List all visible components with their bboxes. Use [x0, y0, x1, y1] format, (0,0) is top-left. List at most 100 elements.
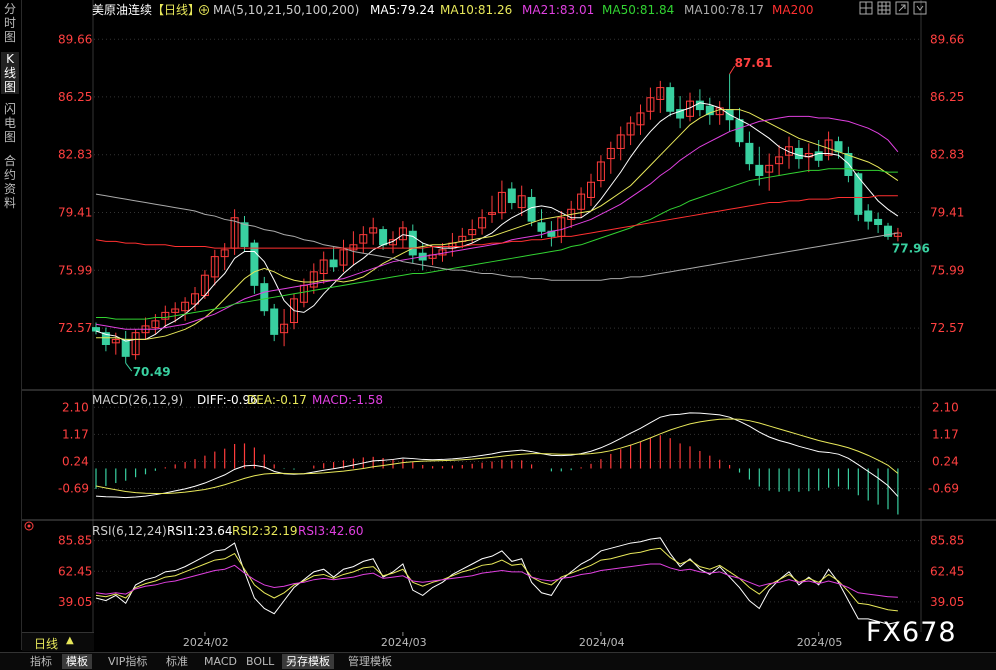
tab-flash[interactable]: 闪电图	[3, 102, 16, 144]
price-tick-label-left: 75.99	[58, 263, 92, 277]
rsi-tick-label-left: 39.05	[58, 595, 92, 609]
candle-body	[111, 338, 120, 344]
candle-body	[319, 259, 328, 275]
tab-vip-indicators[interactable]: VIP指标	[108, 655, 148, 668]
candle-body	[497, 191, 506, 214]
date-tick-label: 2024/03	[381, 636, 427, 649]
rsi-tick-label-right: 62.45	[930, 564, 964, 578]
price-tick-label-left: 82.83	[58, 148, 92, 162]
candle-body	[181, 301, 190, 312]
ma-legend-item: MA100:78.17	[684, 3, 764, 17]
candle-body	[666, 87, 675, 112]
candle-body	[596, 161, 605, 182]
candle-body	[339, 249, 348, 266]
ma-line-ma10	[96, 109, 899, 340]
candle-body	[606, 147, 615, 160]
rsi-line-rsi3	[95, 563, 898, 598]
candle-body	[636, 112, 645, 126]
price-header: 美原油连续 【日线】 MA(5,10,21,50,100,200) MA5:79…	[92, 2, 813, 17]
candle-body	[101, 332, 110, 346]
tab-macd[interactable]: MACD	[204, 655, 237, 668]
bottom-toolbar: 指标 模板 VIP指标 标准 MACD BOLL 另存模板 管理模板	[0, 652, 996, 670]
export-icon[interactable]	[895, 1, 909, 15]
macd-tick-label-left: -0.69	[58, 482, 89, 496]
candle-body	[676, 109, 685, 119]
macd-tick-label-right: 2.10	[932, 400, 959, 414]
candle-body	[794, 147, 803, 160]
tile-view-icon[interactable]	[859, 1, 873, 15]
macd-plot	[95, 412, 899, 515]
high-marker-line	[729, 65, 736, 75]
candle-body	[537, 222, 546, 232]
period-selector-label: 日线	[34, 637, 59, 651]
ma-line-ma21	[95, 115, 899, 330]
price-tick-label-right: 89.66	[930, 32, 964, 46]
macd-header: MACD(26,12,9) DIFF:-0.96 DEA:-0.17 MACD:…	[92, 393, 383, 407]
tab-indicators[interactable]: 指标	[30, 655, 52, 668]
macd-tick-label-right: 1.17	[932, 427, 959, 441]
candle-body	[864, 210, 873, 222]
candle-body	[309, 271, 318, 288]
candle-body	[349, 244, 358, 251]
rsi-tick-label-right: 85.85	[930, 534, 964, 548]
ma-legend: MA5:79.24 MA10:81.26 MA21:83.01 MA50:81.84 M…	[370, 3, 813, 17]
candle-body	[290, 298, 298, 324]
candle-body	[507, 188, 516, 204]
candle-body	[379, 229, 388, 246]
candle-body	[874, 218, 883, 226]
candle-body	[240, 222, 249, 247]
candle-body	[656, 87, 665, 100]
candle-body	[626, 122, 635, 136]
price-axis: 89.66 89.66 86.25 86.25 82.83 82.83 79.41 79.41…	[58, 32, 964, 335]
candle-body	[834, 141, 843, 153]
price-tick-label-right: 86.25	[930, 90, 964, 104]
tab-standard[interactable]: 标准	[166, 655, 188, 668]
candle-body	[131, 332, 140, 356]
candle-body	[398, 227, 407, 241]
rsi-header: RSI(6,12,24) RSI1:23.64 RSI2:32.19 RSI3:…	[24, 521, 364, 538]
ma-legend-item: MA200	[772, 3, 813, 17]
left-sidebar: 分时图 K线图 闪电图 合约资料	[0, 0, 22, 650]
rsi-plot	[95, 537, 899, 625]
tab-intraday[interactable]: 分时图	[3, 2, 16, 44]
candle-body	[775, 156, 784, 165]
high-price-label: 87.61	[735, 56, 773, 70]
date-tick-label: 2024/04	[579, 636, 625, 649]
candle-body	[646, 97, 655, 112]
candle-body	[695, 100, 704, 111]
candle-body	[171, 308, 180, 313]
grid-view-icon[interactable]	[877, 1, 891, 15]
rsi-tick-label-right: 39.05	[930, 595, 964, 609]
macd-line-diff	[95, 412, 899, 499]
ma-params: MA(5,10,21,50,100,200)	[213, 3, 359, 17]
tab-save-template[interactable]: 另存模板	[282, 654, 334, 669]
candle-body	[735, 119, 744, 143]
ma-line-ma5	[95, 102, 899, 342]
rsi-settings-icon[interactable]	[24, 521, 34, 531]
period-selector[interactable]: 日线 ▲	[22, 632, 94, 651]
tab-boll[interactable]: BOLL	[246, 655, 275, 668]
candle-body	[765, 164, 774, 173]
candle-body	[478, 217, 487, 229]
candle-body	[151, 320, 160, 329]
candle-body	[369, 227, 378, 234]
price-tick-label-right: 82.83	[930, 148, 964, 162]
candle-body	[92, 327, 100, 332]
rsi-tick-label-left: 85.85	[58, 534, 92, 548]
window-controls	[859, 1, 927, 15]
tab-templates[interactable]: 模板	[62, 654, 92, 669]
date-axis: 2024/02 2024/03 2024/04 2024/05	[183, 632, 842, 649]
collapse-icon[interactable]	[913, 1, 927, 15]
tab-contract-info[interactable]: 合约资料	[3, 154, 16, 210]
price-tick-label-left: 79.41	[58, 206, 92, 220]
rsi-line-rsi2	[95, 547, 898, 612]
macd-axis: 2.10 2.10 1.17 1.17 0.24 0.24 -0.69 -0.69	[58, 400, 959, 495]
tab-kline[interactable]: K线图	[1, 52, 19, 94]
instrument-title: 美原油连续	[92, 2, 152, 17]
period-settings-icon[interactable]	[199, 5, 209, 15]
macd-tick-label-left: 1.17	[62, 427, 89, 441]
macd-dea-value: DEA:-0.17	[247, 393, 307, 407]
tab-manage-templates[interactable]: 管理模板	[348, 655, 392, 668]
price-tick-label-right: 72.57	[930, 321, 964, 335]
